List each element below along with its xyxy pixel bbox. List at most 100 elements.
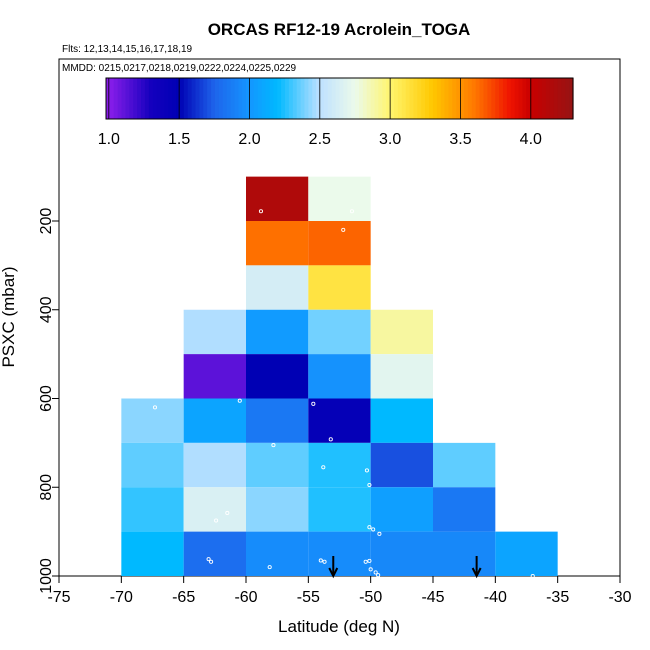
- colorbar-segment: [549, 78, 555, 119]
- colorbar-segment: [277, 78, 282, 119]
- colorbar-segment: [300, 78, 306, 119]
- heatmap-cell: [246, 265, 309, 310]
- heatmap-cell: [246, 221, 309, 266]
- heatmap-cell: [183, 309, 246, 355]
- x-tick-label: -65: [172, 589, 195, 606]
- x-tick-label: -75: [47, 589, 70, 606]
- colorbar-segment: [561, 78, 566, 119]
- colorbar-segment: [362, 78, 368, 119]
- colorbar-segment: [440, 78, 446, 119]
- colorbar-segment: [347, 78, 352, 119]
- colorbar-segment: [358, 78, 364, 119]
- colorbar-segment: [176, 78, 181, 119]
- sample-point: [322, 559, 327, 564]
- colorbar-segment: [183, 78, 189, 119]
- colorbar-segment: [191, 78, 197, 119]
- colorbar-segment: [144, 78, 150, 119]
- sample-point: [237, 398, 242, 403]
- colorbar-segment: [164, 78, 169, 119]
- colorbar-segment: [393, 78, 399, 119]
- colorbar-segment: [467, 78, 473, 119]
- sample-point: [373, 570, 378, 575]
- x-tick-label: -45: [421, 589, 444, 606]
- heatmap-cell: [308, 487, 371, 532]
- heatmap-cell: [183, 487, 246, 532]
- colorbar-segment: [479, 78, 485, 119]
- colorbar-segment: [351, 78, 356, 119]
- y-axis-label: PSXC (mbar): [0, 266, 18, 367]
- colorbar-segment: [242, 78, 247, 119]
- colorbar-segment: [269, 78, 274, 119]
- x-tick-label: -30: [608, 589, 631, 606]
- sample-point: [152, 405, 158, 410]
- heatmap-cell: [246, 398, 309, 443]
- flights-label: Flts: 12,13,14,15,16,17,18,19: [62, 44, 193, 55]
- colorbar-segment: [312, 78, 317, 119]
- colorbar-segment: [218, 78, 224, 119]
- colorbar-tick-label: 3.0: [379, 131, 401, 148]
- heatmap-cell: [246, 531, 309, 576]
- y-tick-label: 200: [38, 208, 55, 235]
- heatmap-cell: [246, 442, 309, 488]
- chart-title: ORCAS RF12-19 Acrolein_TOGA: [208, 20, 471, 39]
- x-tick-label: -55: [297, 589, 320, 606]
- colorbar-segment: [530, 78, 535, 119]
- heatmap-cell: [308, 354, 371, 399]
- heatmap-cell: [308, 309, 371, 355]
- sample-point: [267, 565, 272, 570]
- colorbar-segment: [133, 78, 138, 119]
- colorbar-segment: [281, 78, 286, 119]
- heatmap-cell: [308, 221, 371, 266]
- colorbar-segment: [366, 78, 372, 119]
- colorbar-tick-label: 2.5: [309, 131, 331, 148]
- colorbar-segment: [207, 78, 212, 119]
- colorbar-segment: [545, 78, 551, 119]
- colorbar-segment: [425, 78, 430, 119]
- sample-point: [214, 518, 219, 523]
- colorbar-segment: [491, 78, 496, 119]
- x-tick-label: -50: [359, 589, 382, 606]
- sample-point: [311, 401, 316, 406]
- colorbar-segment: [246, 78, 251, 119]
- colorbar-segment: [390, 78, 395, 119]
- colorbar-segment: [534, 78, 539, 119]
- sample-point: [367, 525, 372, 530]
- colorbar-segment: [452, 78, 457, 119]
- sample-point: [349, 209, 355, 214]
- sample-point: [318, 558, 323, 563]
- heatmap-cell: [183, 354, 246, 399]
- colorbar-segment: [148, 78, 154, 119]
- arrow-markers: [328, 556, 482, 579]
- colorbar-segment: [304, 78, 309, 119]
- y-tick-label: 400: [38, 296, 55, 323]
- sample-point: [341, 227, 346, 232]
- colorbar-segment: [168, 78, 173, 119]
- colorbar-segment: [316, 78, 321, 119]
- sample-point: [367, 482, 372, 488]
- colorbar-tick-label: 3.5: [449, 131, 471, 148]
- colorbar-segment: [386, 78, 391, 119]
- heatmap-cell: [183, 442, 246, 488]
- sample-points: [103, 209, 535, 579]
- arrow-marker: [328, 556, 339, 579]
- colorbar-segment: [152, 78, 158, 119]
- colorbar-segment: [265, 78, 271, 119]
- colorbar-segment: [421, 78, 426, 119]
- colorbar-segment: [405, 78, 411, 119]
- y-tick-label: 1000: [38, 558, 55, 594]
- colorbar-segment: [199, 78, 204, 119]
- heatmap-cell: [308, 265, 371, 310]
- colorbar-tick-label: 1.5: [168, 131, 190, 148]
- sample-point: [368, 567, 373, 572]
- heatmap-cells: [121, 176, 558, 576]
- heatmap-cell: [121, 398, 184, 443]
- colorbar-segment: [292, 78, 298, 119]
- sample-point: [363, 559, 368, 564]
- colorbar-segment: [518, 78, 524, 119]
- colorbar-segment: [285, 78, 290, 119]
- colorbar-segment: [444, 78, 450, 119]
- colorbar-segment: [537, 78, 543, 119]
- colorbar-segment: [522, 78, 527, 119]
- heatmap-cell: [370, 309, 433, 355]
